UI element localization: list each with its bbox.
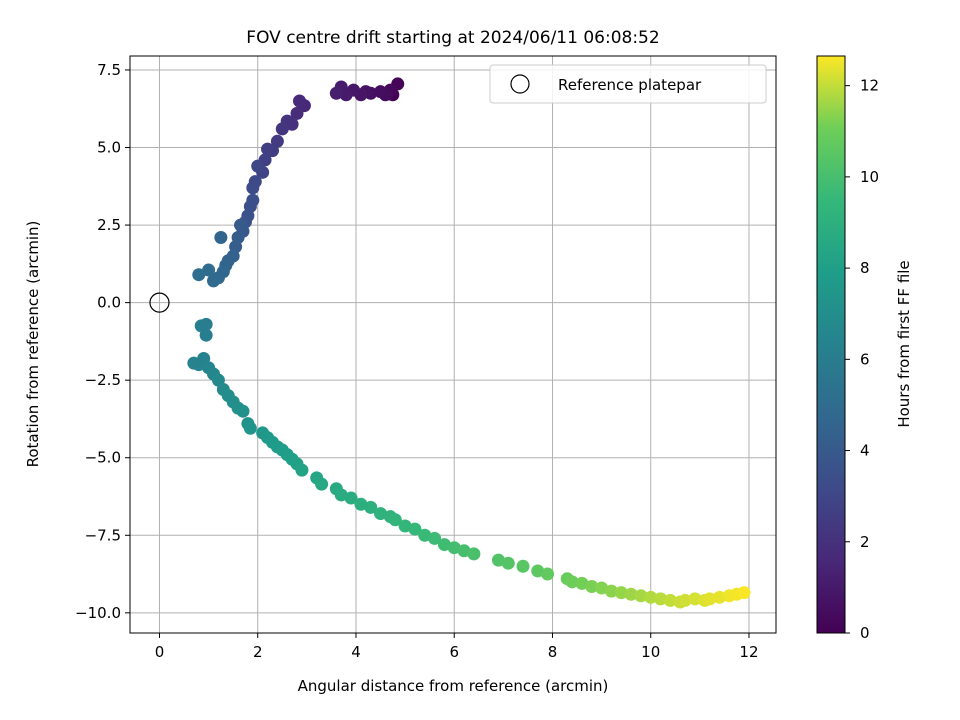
data-point [290,106,304,120]
data-point [688,592,702,606]
data-point [334,488,348,502]
data-point [234,218,248,232]
x-tick-label: 2 [253,643,263,661]
data-point [292,94,306,108]
data-point [236,404,250,418]
data-point [202,263,216,277]
grid-lines [130,56,776,633]
data-point [437,538,451,552]
x-axis-ticks: 0 2 4 6 8 10 12 [155,633,759,661]
data-point [713,590,727,604]
x-tick-label: 12 [739,643,758,661]
data-point [678,593,692,607]
reference-platepar-marker [149,292,170,313]
data-point [457,544,471,558]
data-point [243,421,257,435]
data-point [199,328,213,342]
data-point [428,531,442,545]
data-point [214,230,228,244]
data-point [374,507,388,521]
colorbar-ticks: 0 2 4 6 8 10 12 [845,77,879,642]
data-point [541,567,555,581]
colorbar-tick-label: 2 [860,533,870,551]
data-point [624,587,638,601]
y-tick-label: −5.0 [85,449,121,467]
data-point [737,586,751,600]
data-point [604,584,618,598]
x-axis-label: Angular distance from reference (arcmin) [298,677,609,695]
data-point [614,586,628,600]
colorbar-tick-label: 6 [860,350,870,368]
data-point [344,491,358,505]
data-point [595,581,609,595]
data-point [575,576,589,590]
legend-box [489,64,767,104]
y-axis-ticks: −10.0 −7.5 −5.0 −2.5 0.0 2.5 5.0 7.5 [75,61,130,622]
data-point [388,513,402,527]
data-point [654,592,668,606]
y-tick-label: −7.5 [85,526,121,544]
data-point [261,142,275,156]
data-point [516,559,530,573]
data-point [418,528,432,542]
data-point [364,500,378,514]
legend-marker-reference [510,74,530,94]
data-point [467,547,481,561]
data-point [315,477,329,491]
data-point [251,159,265,173]
data-point [199,317,213,331]
data-point [354,497,368,511]
plot-frame [129,55,777,634]
data-point [295,463,309,477]
data-point [663,593,677,607]
x-tick-label: 8 [548,643,558,661]
legend: Reference platepar [489,64,767,104]
data-point [329,86,343,100]
y-tick-label: −2.5 [85,371,121,389]
data-point [408,522,422,536]
x-tick-label: 0 [155,643,165,661]
colorbar-tick-label: 4 [860,442,870,460]
x-tick-label: 10 [641,643,660,661]
data-point [275,122,289,136]
data-point [501,556,515,570]
legend-label-reference: Reference platepar [558,76,702,94]
chart-title: FOV centre drift starting at 2024/06/11 … [246,28,659,48]
data-point [447,541,461,555]
data-point [207,274,221,288]
y-tick-label: 0.0 [97,294,121,312]
colorbar-label: Hours from first FF file [895,260,913,427]
data-point [374,85,388,99]
y-tick-label: 5.0 [97,139,121,157]
data-point [634,589,648,603]
y-axis-label: Rotation from reference (arcmin) [24,221,42,468]
data-point [491,553,505,567]
data-point [565,575,579,589]
y-tick-label: 7.5 [97,61,121,79]
colorbar: 0 2 4 6 8 10 12 Hours from first FF file [816,55,913,642]
x-tick-label: 6 [449,643,459,661]
y-tick-label: −10.0 [75,604,121,622]
y-tick-label: 2.5 [97,216,121,234]
colorbar-gradient [816,55,846,634]
data-point [246,181,260,195]
colorbar-tick-label: 10 [860,168,879,186]
data-point [187,356,201,370]
x-tick-label: 4 [351,643,361,661]
data-point [585,579,599,593]
data-point [703,592,717,606]
data-point [398,519,412,533]
data-points [149,77,751,609]
colorbar-tick-label: 0 [860,624,870,642]
data-point [644,590,658,604]
data-point [531,564,545,578]
data-point [192,268,206,282]
colorbar-tick-label: 12 [860,77,879,95]
colorbar-tick-label: 8 [860,259,870,277]
